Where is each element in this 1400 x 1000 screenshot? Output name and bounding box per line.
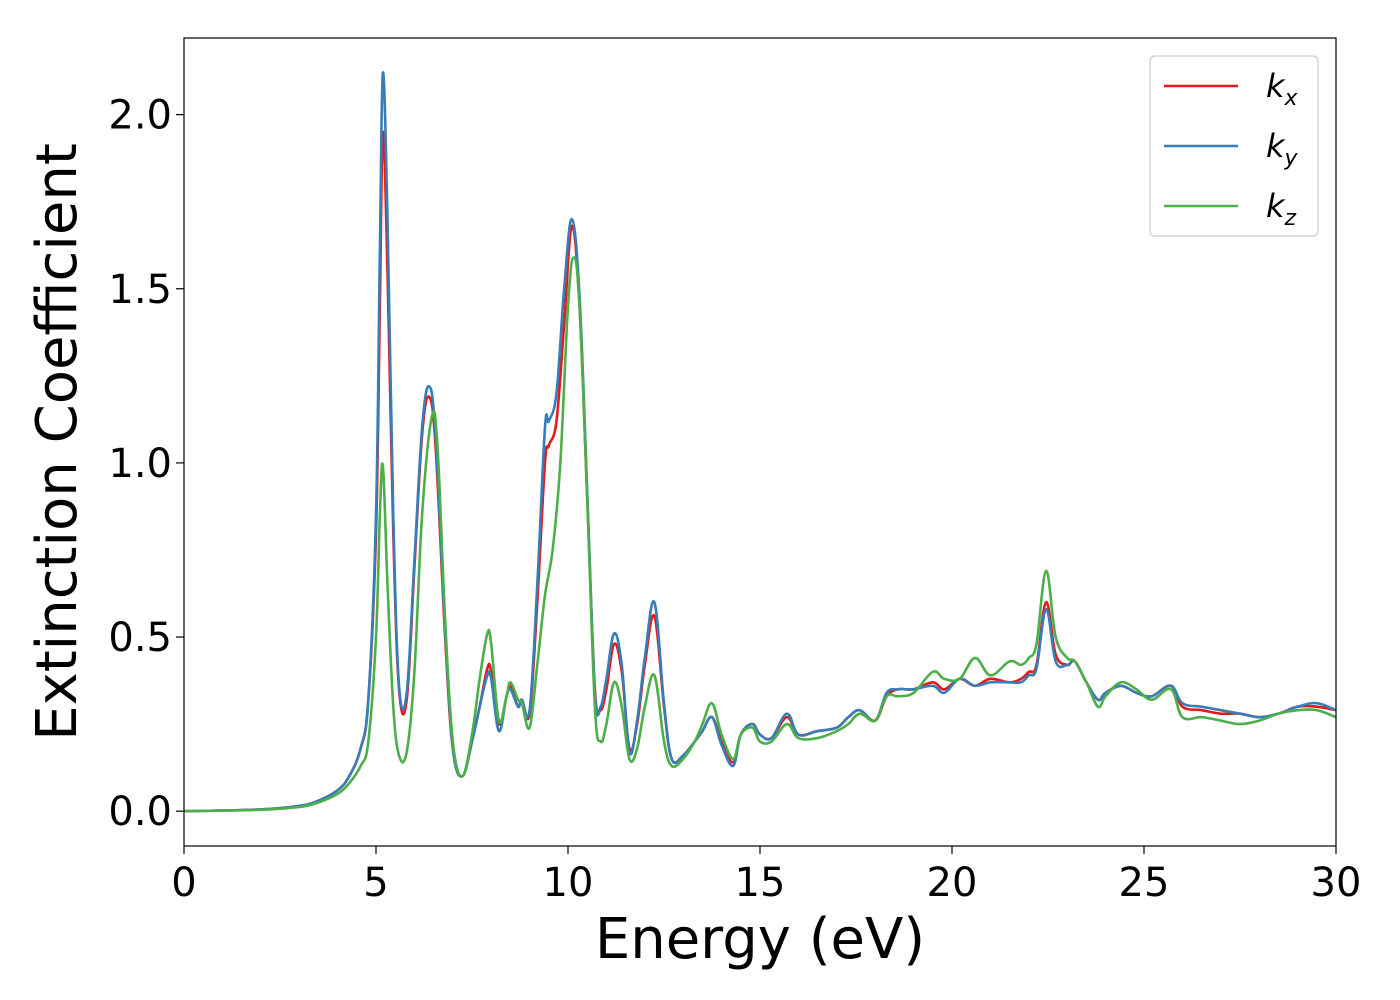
legend-label-kx: kx bbox=[1266, 67, 1299, 111]
series-line-kz bbox=[184, 256, 1336, 813]
x-tick-label: 25 bbox=[1119, 860, 1170, 906]
x-tick-label: 5 bbox=[363, 860, 388, 906]
y-tick-label: 1.0 bbox=[108, 441, 172, 487]
y-tick-label: 2.0 bbox=[108, 93, 172, 139]
y-tick-label: 0.0 bbox=[108, 789, 172, 835]
y-axis: 0.0 0.5 1.0 1.5 2.0 bbox=[108, 93, 184, 835]
x-tick-label: 30 bbox=[1311, 860, 1362, 906]
x-tick-label: 0 bbox=[171, 860, 196, 906]
x-tick-label: 20 bbox=[927, 860, 978, 906]
y-tick-label: 1.5 bbox=[108, 267, 172, 313]
x-tick-label: 15 bbox=[735, 860, 786, 906]
x-tick-label: 10 bbox=[543, 860, 594, 906]
series-line-ky bbox=[184, 71, 1336, 813]
y-tick-label: 0.5 bbox=[108, 615, 172, 661]
x-axis-label: Energy (eV) bbox=[595, 907, 925, 972]
series-layer bbox=[184, 71, 1336, 813]
x-axis: 0 5 10 15 20 25 30 bbox=[171, 846, 1361, 906]
legend-label-ky: ky bbox=[1266, 127, 1299, 171]
y-axis-label: Extinction Coefficient bbox=[25, 143, 90, 741]
